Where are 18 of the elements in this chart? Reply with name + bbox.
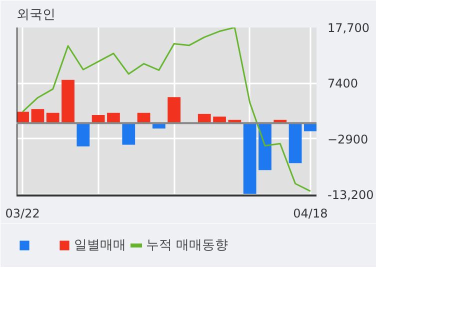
bar [76, 123, 90, 146]
y-tick-label: 7400 [328, 76, 358, 91]
x-tick-label: 03/22 [5, 206, 40, 220]
chart-title: 외국인 [16, 8, 56, 22]
bar [122, 123, 136, 145]
bar [62, 80, 74, 124]
bar [243, 123, 256, 194]
bar [168, 97, 181, 124]
bar [288, 123, 302, 164]
legend-label: 일별매매 [74, 237, 126, 254]
y-tick-label: −2900 [328, 132, 368, 146]
bar [258, 123, 272, 170]
legend-label: 누적 매매동향 [146, 237, 228, 254]
x-tick-label: 04/18 [293, 206, 328, 220]
y-tick-label: 17,700 [328, 21, 370, 35]
y-tick-label: -13,200 [328, 188, 374, 202]
bar [31, 109, 44, 124]
line-series [22, 28, 312, 192]
